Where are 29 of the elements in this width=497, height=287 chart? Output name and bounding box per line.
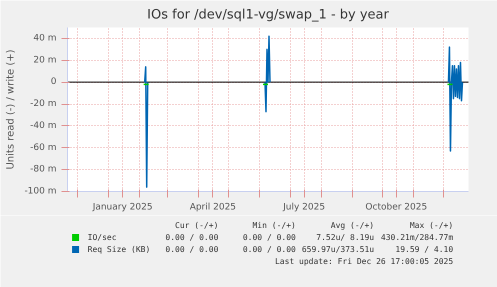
x-tick-label: October 2025: [365, 202, 428, 212]
text: Avg (-/+): [330, 221, 374, 230]
y-axis-title: Units read (-) / write (+): [5, 49, 16, 170]
text: 0.00 / 0.00: [165, 245, 219, 254]
legend-label: Req Size (KB): [88, 245, 150, 254]
y-tick-label: 0: [50, 77, 57, 88]
x-tick-label: July 2025: [282, 202, 326, 212]
text: Cur (-/+): [175, 221, 218, 230]
text: 19.59 / 4.10: [395, 245, 454, 254]
y-tick-label: -40 m: [30, 120, 56, 131]
text: 0.00 / 0.00: [242, 245, 296, 254]
chart-title: IOs for /dev/sql1-vg/swap_1 - by year: [147, 8, 390, 22]
y-tick-label: 40 m: [33, 33, 57, 44]
y-tick-label: 20 m: [33, 55, 57, 66]
text: Max (-/+): [410, 221, 454, 230]
text: 430.21m/284.77m: [380, 233, 454, 242]
text: 7.52u/ 8.19u: [316, 233, 374, 242]
y-tick-label: -80 m: [30, 164, 56, 175]
y-tick-label: -60 m: [30, 142, 56, 153]
x-tick-label: April 2025: [190, 202, 236, 212]
text: 0.00 / 0.00: [242, 233, 296, 242]
text: Min (-/+): [252, 221, 296, 230]
text: 0.00 / 0.00: [165, 233, 219, 242]
x-tick-label: January 2025: [92, 202, 153, 212]
y-tick-label: -20 m: [30, 99, 56, 110]
y-tick-label: -100 m: [24, 186, 57, 196]
legend-label: IO/sec: [88, 233, 117, 242]
text: 659.97u/373.51u: [302, 245, 374, 254]
text: Last update: Fri Dec 26 17:00:05 2025: [274, 257, 454, 266]
